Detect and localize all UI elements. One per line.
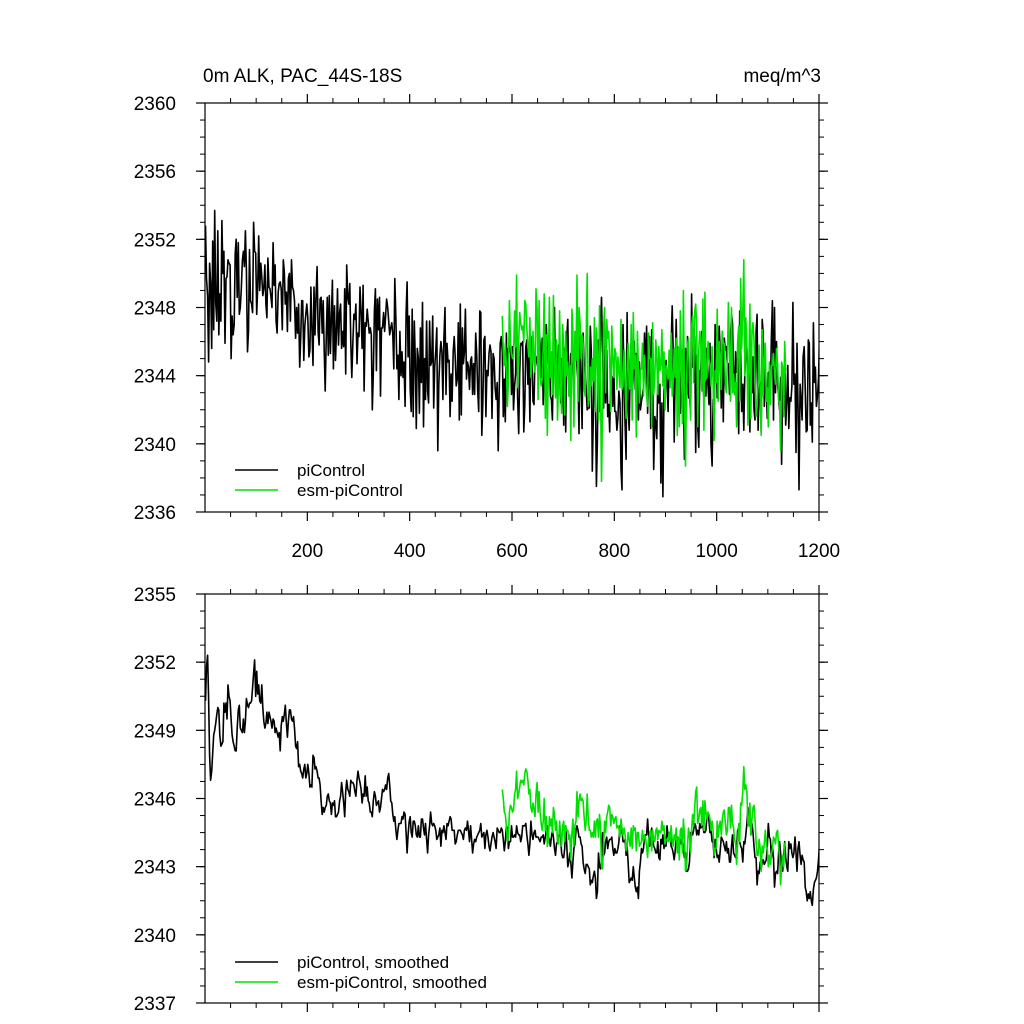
top-series-esm-picontrol-line: [501, 259, 787, 483]
bottom-y-tick-label: 2340: [134, 926, 176, 947]
bottom-legend-label: piControl, smoothed: [297, 953, 449, 972]
top-x-tick-label: 800: [598, 541, 630, 562]
bottom-y-tick-label: 2352: [134, 653, 176, 674]
bottom-series-esm-picontrol-line: [501, 765, 787, 886]
bottom-plot-frame: [204, 593, 820, 1004]
bottom-y-tick-label: 2343: [134, 858, 176, 879]
panel-bottom: 2337 2340 2343 2346 2349 2352 2355 piControl, s…: [134, 585, 828, 1015]
top-legend-label: esm-piControl: [297, 481, 403, 500]
top-y-tick-label: 2348: [134, 299, 176, 320]
top-x-tick-label: 200: [291, 541, 323, 562]
top-y-tick-label: 2344: [134, 367, 177, 388]
bottom-y-tick-label: 2346: [134, 790, 176, 811]
bottom-y-tick-label: 2349: [134, 721, 176, 742]
panel-top: 2336 2340 2344 2348 2352 2356 2360 200 400 600 800…: [134, 94, 840, 562]
bottom-y-tick-label: 2337: [134, 994, 176, 1015]
top-y-tick-label: 2340: [134, 435, 176, 456]
top-x-tick-label: 600: [496, 541, 528, 562]
top-x-tick-label: 1000: [696, 541, 738, 562]
top-x-tick-label: 400: [394, 541, 426, 562]
top-legend-label: piControl: [297, 461, 365, 480]
top-y-tick-label: 2360: [134, 94, 176, 115]
bottom-legend-label: esm-piControl, smoothed: [297, 973, 487, 992]
top-y-tick-label: 2356: [134, 162, 176, 183]
units-label: meq/m^3: [743, 66, 821, 87]
bottom-series-picontrol-line: [205, 654, 819, 907]
top-x-tick-label: 1200: [798, 541, 840, 562]
top-series-picontrol-line: [205, 209, 819, 498]
top-y-tick-label: 2336: [134, 503, 176, 524]
chart-title: 0m ALK, PAC_44S-18S: [203, 66, 402, 87]
top-y-tick-label: 2352: [134, 230, 176, 251]
bottom-y-tick-label: 2355: [134, 585, 176, 606]
